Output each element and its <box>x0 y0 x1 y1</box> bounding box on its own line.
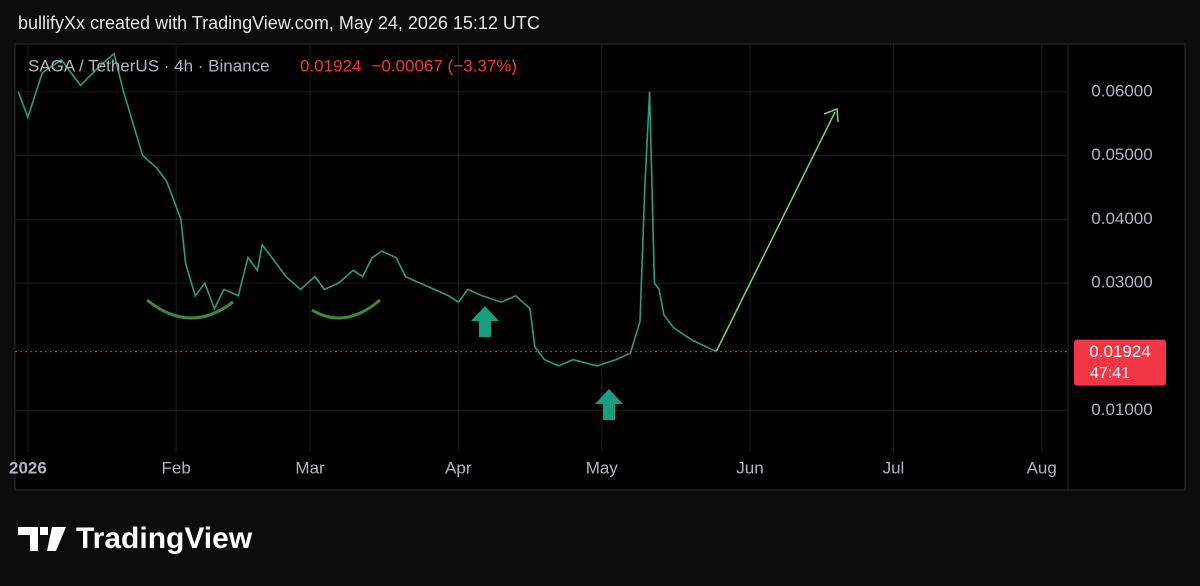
countdown: 47:41 <box>1090 365 1130 382</box>
up-arrow <box>595 389 623 420</box>
price-line <box>17 52 717 367</box>
logo-text: TradingView <box>76 522 253 555</box>
x-tick-label: Apr <box>445 458 472 477</box>
y-tick-label: 0.06000 <box>1091 81 1152 100</box>
last-price-badge <box>1074 339 1166 386</box>
y-tick-label: 0.03000 <box>1091 273 1152 292</box>
logo-mark <box>18 527 66 551</box>
arc-annotation <box>311 298 381 320</box>
x-tick-label: 2026 <box>9 458 47 477</box>
y-tick-label: 0.05000 <box>1091 145 1152 164</box>
projection-arrowhead <box>823 107 839 123</box>
x-tick-label: Mar <box>295 458 325 477</box>
x-tick-label: Jul <box>883 458 905 477</box>
plot-frame <box>14 43 1186 491</box>
y-tick-label: 0.01000 <box>1091 400 1152 419</box>
arc-annotation <box>146 298 234 320</box>
attribution: bullifyXx created with TradingView.com, … <box>18 13 540 33</box>
last-price: 0.01924 <box>300 56 361 75</box>
logo: TradingView <box>18 522 253 555</box>
x-tick-label: Feb <box>162 458 191 477</box>
y-tick-label: 0.04000 <box>1091 209 1152 228</box>
symbol-title: SAGA / TetherUS · 4h · Binance <box>28 56 270 75</box>
last-price-badge-label: 0.01924 <box>1089 342 1150 361</box>
x-tick-label: May <box>586 458 619 477</box>
x-tick-label: Jun <box>736 458 763 477</box>
price-change: −0.00067 (−3.37%) <box>371 56 517 75</box>
up-arrow <box>471 306 499 337</box>
x-tick-label: Aug <box>1027 458 1057 477</box>
projection-line <box>715 111 836 353</box>
